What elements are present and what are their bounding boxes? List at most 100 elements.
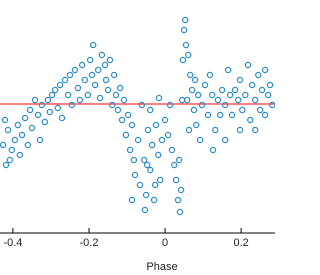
point (264, 91, 272, 99)
point (247, 116, 254, 124)
point (38, 101, 46, 109)
point (134, 136, 142, 144)
x-tick-label: 0 (162, 237, 168, 249)
point (204, 111, 212, 119)
point (46, 108, 54, 116)
point (214, 96, 222, 104)
point (194, 91, 202, 99)
point (101, 61, 109, 69)
point (2, 161, 10, 169)
x-tick-label: -0.2 (80, 237, 99, 249)
point (94, 66, 102, 74)
point (104, 86, 112, 94)
point (261, 111, 269, 119)
point (217, 111, 224, 119)
point (193, 121, 200, 129)
point (206, 71, 214, 79)
point (172, 176, 180, 184)
x-tick-label: -0.4 (3, 237, 22, 249)
point (110, 71, 118, 79)
point (140, 156, 148, 164)
point (18, 131, 26, 139)
point (183, 96, 191, 104)
point (266, 81, 274, 89)
point (174, 196, 182, 204)
point (185, 126, 193, 134)
point (86, 56, 94, 64)
point (161, 116, 169, 124)
point (71, 66, 79, 74)
point (106, 56, 114, 64)
point (147, 166, 154, 174)
point (74, 84, 82, 92)
point (51, 86, 59, 94)
point (84, 91, 92, 99)
point (118, 116, 126, 124)
point (124, 111, 132, 119)
point (64, 91, 72, 99)
point (66, 71, 74, 79)
point (8, 146, 15, 154)
point (155, 151, 162, 159)
point (158, 136, 166, 144)
point (225, 66, 232, 74)
point (41, 118, 49, 126)
point (261, 66, 269, 74)
point (48, 91, 56, 99)
point (122, 131, 130, 139)
point (252, 96, 259, 104)
point (143, 161, 151, 169)
point (166, 101, 174, 109)
point (136, 181, 144, 189)
point (209, 91, 216, 99)
point (226, 91, 234, 99)
point (88, 71, 96, 79)
point (188, 86, 196, 94)
point (34, 111, 42, 119)
point (176, 208, 184, 216)
point (109, 101, 116, 109)
point (228, 111, 236, 119)
point (248, 81, 256, 89)
point (185, 51, 192, 59)
point (221, 136, 229, 144)
point (234, 96, 242, 104)
point (24, 141, 31, 149)
point (175, 156, 183, 164)
point (196, 136, 204, 144)
point (120, 96, 128, 104)
point (21, 114, 29, 122)
point (218, 86, 226, 94)
point (102, 76, 110, 84)
point (152, 121, 160, 129)
point (151, 181, 159, 189)
point (78, 61, 86, 69)
point (56, 81, 64, 89)
point (252, 126, 259, 134)
point (98, 51, 106, 59)
point (212, 126, 219, 134)
point (236, 126, 244, 134)
point (168, 146, 176, 154)
point (4, 126, 12, 134)
point (58, 114, 66, 122)
point (141, 206, 149, 214)
point (130, 156, 138, 164)
point (128, 196, 136, 204)
point (26, 106, 34, 114)
point (144, 126, 152, 134)
point (112, 91, 120, 99)
point (1, 116, 9, 124)
point (164, 131, 172, 139)
point (179, 56, 187, 64)
point (11, 136, 19, 144)
point (242, 91, 249, 99)
point (209, 146, 217, 154)
point (44, 96, 52, 104)
point (14, 121, 22, 129)
point (201, 81, 209, 89)
point (128, 121, 136, 129)
point (171, 161, 178, 169)
point (31, 96, 39, 104)
point (116, 84, 124, 92)
